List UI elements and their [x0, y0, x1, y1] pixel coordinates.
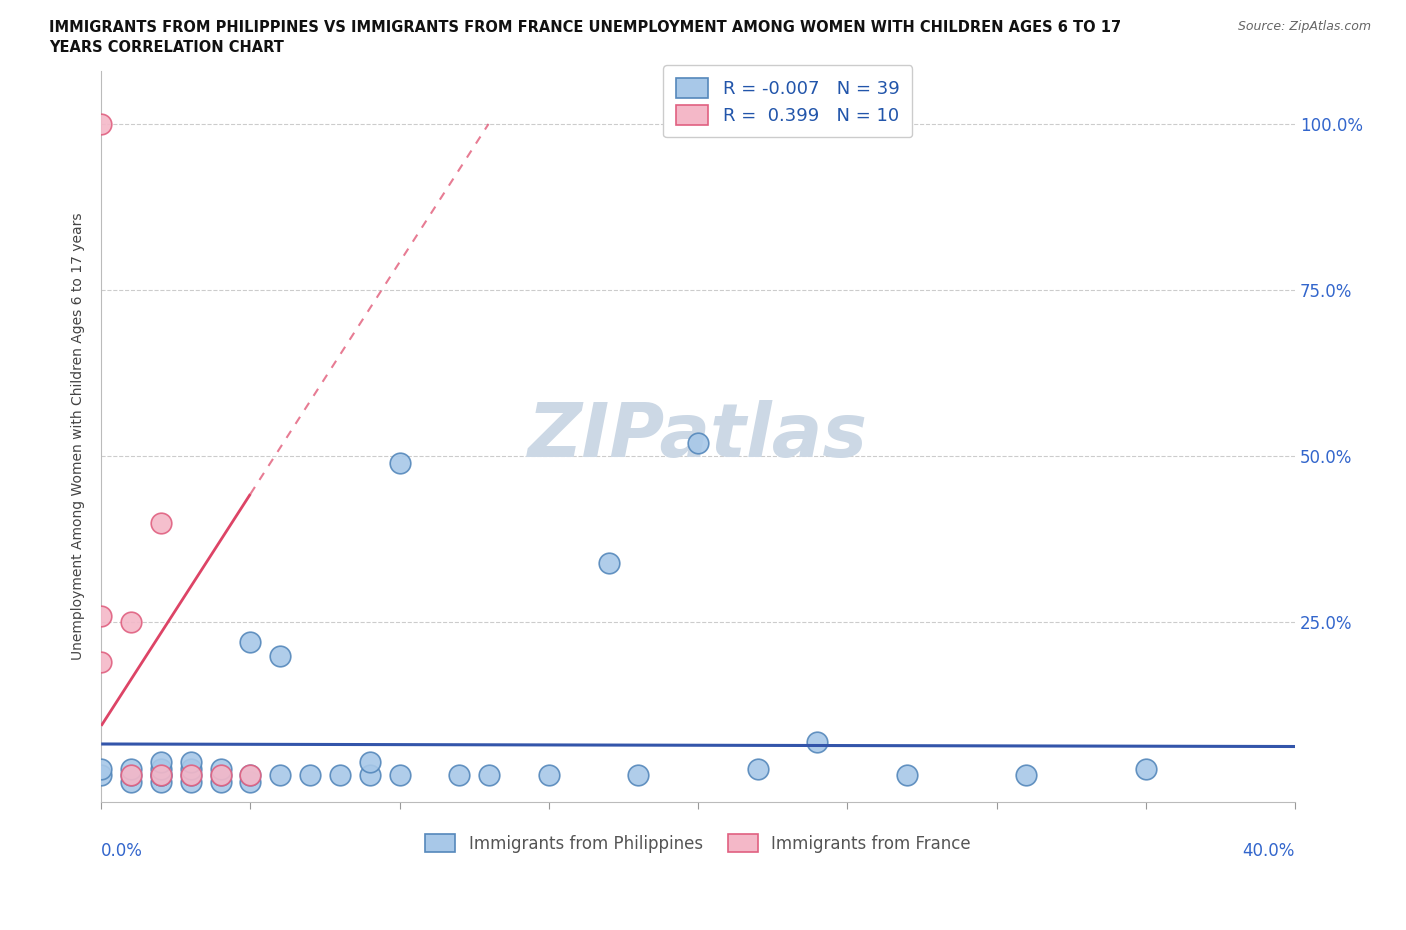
Point: [149, 775, 172, 790]
Point: [90, 761, 112, 776]
Text: 40.0%: 40.0%: [1243, 842, 1295, 860]
Point: [359, 754, 381, 769]
Text: ZIPatlas: ZIPatlas: [529, 400, 868, 472]
Point: [180, 768, 202, 783]
Point: [90, 116, 112, 131]
Point: [149, 768, 172, 783]
Point: [209, 761, 232, 776]
Point: [90, 608, 112, 623]
Point: [180, 761, 202, 776]
Point: [747, 761, 769, 776]
Point: [180, 754, 202, 769]
Point: [149, 515, 172, 530]
Point: [90, 768, 112, 783]
Point: [149, 761, 172, 776]
Point: [269, 648, 291, 663]
Point: [688, 435, 710, 450]
Legend: Immigrants from Philippines, Immigrants from France: Immigrants from Philippines, Immigrants …: [419, 828, 977, 859]
Point: [598, 555, 620, 570]
Point: [120, 768, 142, 783]
Point: [359, 768, 381, 783]
Point: [149, 754, 172, 769]
Point: [806, 735, 828, 750]
Point: [1015, 768, 1038, 783]
Point: [239, 768, 262, 783]
Point: [209, 768, 232, 783]
Point: [329, 768, 352, 783]
Point: [120, 761, 142, 776]
Point: [478, 768, 501, 783]
Point: [120, 615, 142, 630]
Point: [90, 655, 112, 670]
Y-axis label: Unemployment Among Women with Children Ages 6 to 17 years: Unemployment Among Women with Children A…: [72, 213, 86, 660]
Text: YEARS CORRELATION CHART: YEARS CORRELATION CHART: [49, 40, 284, 55]
Text: 0.0%: 0.0%: [101, 842, 143, 860]
Point: [149, 768, 172, 783]
Point: [896, 768, 918, 783]
Point: [239, 635, 262, 650]
Point: [120, 768, 142, 783]
Point: [1135, 761, 1157, 776]
Text: IMMIGRANTS FROM PHILIPPINES VS IMMIGRANTS FROM FRANCE UNEMPLOYMENT AMONG WOMEN W: IMMIGRANTS FROM PHILIPPINES VS IMMIGRANT…: [49, 20, 1122, 35]
Point: [120, 775, 142, 790]
Text: Source: ZipAtlas.com: Source: ZipAtlas.com: [1237, 20, 1371, 33]
Point: [209, 768, 232, 783]
Point: [269, 768, 291, 783]
Point: [180, 768, 202, 783]
Point: [180, 775, 202, 790]
Point: [239, 775, 262, 790]
Point: [209, 775, 232, 790]
Point: [537, 768, 560, 783]
Point: [149, 768, 172, 783]
Point: [449, 768, 471, 783]
Point: [388, 768, 411, 783]
Point: [239, 768, 262, 783]
Point: [299, 768, 322, 783]
Point: [388, 456, 411, 471]
Point: [627, 768, 650, 783]
